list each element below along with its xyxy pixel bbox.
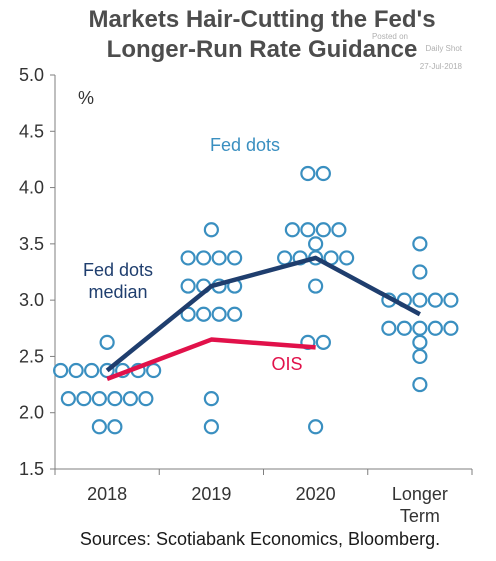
fed-dot (308, 419, 324, 435)
fed-dot (91, 419, 107, 435)
fed-dot (412, 264, 428, 280)
fed-dot (308, 236, 324, 252)
fed-dots-label: Fed dots (210, 135, 280, 155)
y-tick-label: 3.0 (19, 290, 44, 310)
y-unit-label: % (78, 88, 94, 108)
fed-dot (300, 165, 316, 182)
fed-dot (211, 306, 227, 322)
y-tick-label: 2.0 (19, 403, 44, 423)
x-tick-label: 2019 (191, 484, 231, 504)
fed-dot (300, 222, 316, 238)
chart-title-line-1: Markets Hair-Cutting the Fed's (88, 6, 435, 33)
fed-dot (203, 391, 219, 407)
fed-dot (315, 165, 331, 182)
x-tick-label: Longer (392, 484, 448, 504)
fed-dot (412, 348, 428, 365)
y-tick-label: 3.5 (19, 234, 44, 254)
fed-dot (68, 362, 84, 379)
fed-dot (84, 362, 100, 379)
fed-dot (443, 320, 459, 336)
x-tick-label: 2018 (87, 484, 127, 504)
fed-dot (180, 250, 196, 266)
fed-dots (53, 165, 459, 435)
fed-dot (331, 222, 347, 238)
fed-dot (99, 334, 115, 350)
fed-dot (76, 391, 92, 407)
axes: 1.5 2.0 2.5 3.0 3.5 4.0 4.5 5.0 2018 2019 2020 Long… (19, 65, 473, 526)
fed-dot (146, 362, 162, 379)
fed-dot (308, 278, 324, 294)
fed-dot (180, 278, 196, 294)
ois-label: OIS (271, 354, 302, 374)
fed-dot (339, 250, 355, 266)
series-lines (105, 255, 421, 382)
y-tick-label: 5.0 (19, 65, 44, 85)
fed-dot (412, 376, 428, 393)
fed-dot (196, 306, 212, 322)
watermark-posted: Posted on (372, 32, 408, 41)
y-tick-label: 4.5 (19, 121, 44, 141)
fed-dot (443, 292, 459, 308)
fed-dot (412, 320, 428, 336)
fed-dot (427, 292, 443, 308)
fed-dot (53, 362, 69, 379)
fed-dot (122, 391, 138, 407)
fed-dot (91, 391, 107, 407)
y-tick-label: 4.0 (19, 178, 44, 198)
y-tick-label: 1.5 (19, 459, 44, 479)
fed-dot (196, 250, 212, 266)
fed-dot (315, 222, 331, 238)
x-tick-label: Term (400, 506, 440, 526)
fed-dot (203, 222, 219, 238)
ois-line (106, 337, 316, 382)
fed-dot (412, 292, 428, 308)
fed-dot (107, 391, 123, 407)
fed-dot (211, 250, 227, 266)
fed-dot (277, 250, 293, 266)
y-tick-label: 2.5 (19, 346, 44, 366)
fed-dot (203, 419, 219, 435)
fed-dot (412, 236, 428, 252)
fed-dot (227, 250, 243, 266)
watermark-date: 27-Jul-2018 (420, 62, 463, 71)
fed-dot (412, 334, 428, 350)
fed-dot (227, 306, 243, 322)
fed-median-label: Fed dots (83, 260, 153, 280)
fed-dot (60, 391, 76, 407)
watermark-source: Daily Shot (426, 44, 463, 53)
fed-dot (315, 334, 331, 350)
fed-dot (396, 320, 412, 336)
fed-median-line (105, 255, 421, 373)
fed-dot (284, 222, 300, 238)
fed-dot (138, 391, 154, 407)
fed-dot (381, 320, 397, 336)
fed-dot (107, 419, 123, 435)
fed-dot (427, 320, 443, 336)
chart-title-line-2: Longer-Run Rate Guidance (107, 36, 418, 63)
source-note: Sources: Scotiabank Economics, Bloomberg… (80, 529, 440, 549)
fed-median-label: median (88, 282, 147, 302)
x-tick-label: 2020 (296, 484, 336, 504)
